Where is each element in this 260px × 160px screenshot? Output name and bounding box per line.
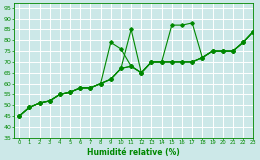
X-axis label: Humidité relative (%): Humidité relative (%) (87, 148, 180, 156)
